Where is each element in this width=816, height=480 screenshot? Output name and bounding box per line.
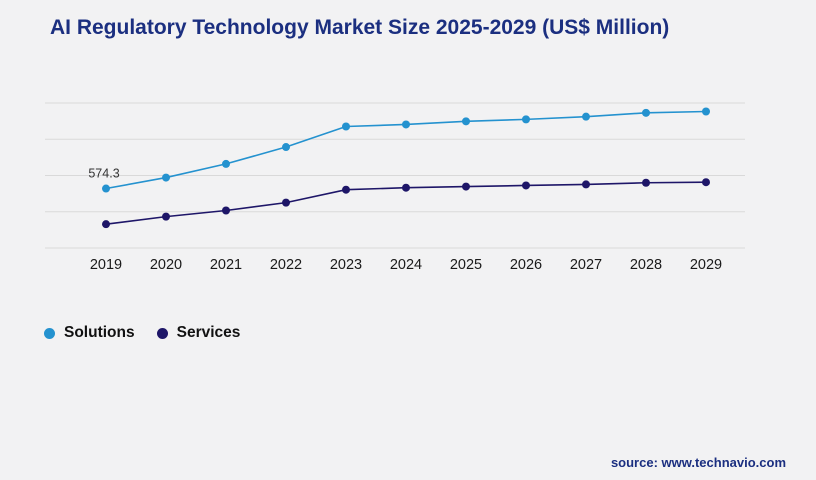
x-tick-label: 2019 [90, 257, 122, 273]
data-point-solutions [402, 120, 410, 129]
source-attribution: source: www.technavio.com [610, 455, 786, 470]
legend-marker-solutions [44, 327, 55, 339]
data-point-solutions [522, 115, 530, 124]
data-point-solutions [222, 159, 230, 168]
line-chart: 2019 2020 2021 2022 2023 2024 2025 2026 2027 2028… [45, 102, 745, 273]
x-tick-label: 2021 [210, 257, 242, 273]
data-label: 574.3 [88, 167, 119, 181]
x-tick-label: 2023 [330, 257, 362, 273]
data-point-solutions [342, 122, 350, 131]
x-tick-label: 2024 [390, 257, 422, 273]
data-point-services [282, 198, 290, 207]
data-point-solutions [582, 112, 590, 121]
data-point-solutions [162, 173, 170, 182]
data-point-services [582, 180, 590, 189]
legend: Solutions Services [44, 324, 240, 342]
legend-item-services: Services [156, 324, 241, 342]
legend-item-solutions: Solutions [44, 324, 135, 342]
data-point-services [522, 181, 530, 190]
data-point-solutions [282, 143, 290, 152]
data-point-services [642, 178, 650, 187]
data-point-services [402, 183, 410, 192]
x-tick-label: 2022 [270, 257, 302, 273]
x-tick-label: 2029 [690, 257, 722, 273]
data-point-services [702, 178, 710, 187]
data-point-services [222, 206, 230, 215]
data-point-solutions [702, 107, 710, 116]
data-point-services [162, 212, 170, 221]
legend-label: Services [176, 324, 241, 341]
data-point-services [342, 185, 350, 194]
legend-marker-services [156, 327, 168, 339]
data-point-services [462, 182, 470, 191]
data-point-solutions [462, 117, 470, 126]
x-tick-label: 2025 [450, 257, 482, 273]
chart-title: AI Regulatory Technology Market Size 202… [50, 16, 670, 39]
data-point-solutions [642, 108, 650, 117]
x-tick-label: 2027 [570, 257, 602, 273]
legend-label: Solutions [64, 324, 135, 341]
x-tick-label: 2028 [630, 257, 662, 273]
data-point-solutions [102, 184, 110, 193]
x-tick-label: 2026 [510, 257, 542, 273]
data-point-services [102, 220, 110, 229]
x-tick-label: 2020 [150, 257, 182, 273]
